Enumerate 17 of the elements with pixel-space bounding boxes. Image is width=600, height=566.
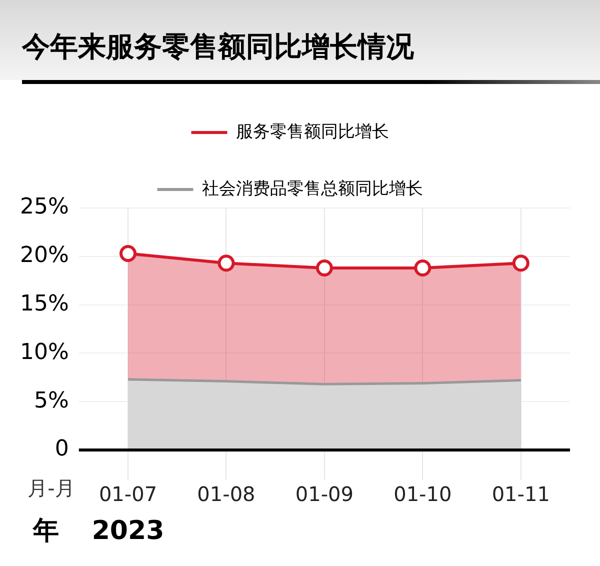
x-tick-label: 01-08 [197,482,256,506]
y-tick-label: 10% [20,340,69,365]
chart-title: 今年来服务零售额同比增长情况 [22,29,414,65]
y-tick-label: 0 [54,436,69,462]
x-tick-label: 01-09 [295,482,354,506]
y-tick-label: 20% [20,243,69,268]
x-tick-label: 01-11 [492,482,550,506]
y-tick-label: 25% [20,194,69,220]
legend-label: 社会消费品零售总额同比增长 [202,178,423,199]
x-axis-title: 月-月 [28,476,75,500]
y-tick-label: 5% [34,388,69,414]
x-tick-label: 01-10 [394,482,452,506]
text: 2023 [92,516,164,546]
x-tick-label: 01-07 [98,482,158,506]
y-tick-label: 15% [20,292,69,317]
text: 年 [32,516,59,546]
legend-label: 服务零售额同比增长 [236,122,389,142]
